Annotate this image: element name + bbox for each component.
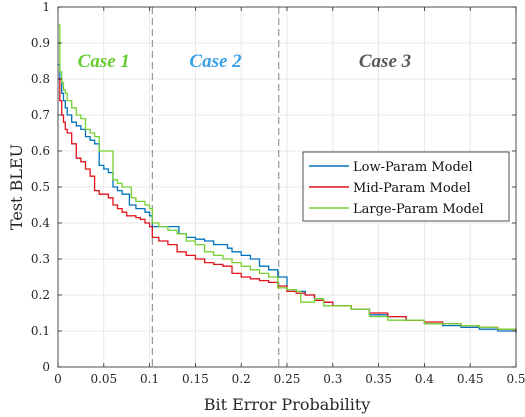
case-label-1: Case 1 xyxy=(78,51,130,72)
y-tick-label-5: 0.5 xyxy=(31,180,50,194)
x-tick-label-5: 0.25 xyxy=(274,372,301,386)
x-axis-label: Bit Error Probability xyxy=(204,395,371,414)
plot-series xyxy=(58,24,517,333)
y-tick-label-7: 0.7 xyxy=(31,108,50,122)
case-label-2: Case 2 xyxy=(189,51,242,72)
x-tick-label-9: 0.45 xyxy=(457,372,484,386)
y-tick-label-0: 0 xyxy=(42,360,50,374)
x-tick-label-10: 0.5 xyxy=(506,372,525,386)
x-tick-label-2: 0.1 xyxy=(140,372,159,386)
legend: Low-Param Model Mid-Param Model Large-Para… xyxy=(302,151,510,222)
case-divider-lines xyxy=(151,7,280,367)
x-tick-label-0: 0 xyxy=(54,372,62,386)
y-tick-label-4: 0.4 xyxy=(31,216,50,230)
y-axis-label: Test BLEU xyxy=(7,144,26,230)
x-tick-label-8: 0.4 xyxy=(415,372,434,386)
y-tick-label-6: 0.6 xyxy=(31,144,50,158)
case-label-3: Case 3 xyxy=(359,51,411,72)
x-tick-label-4: 0.2 xyxy=(232,372,251,386)
series-line-3 xyxy=(58,24,516,330)
axis-ticks: 0 0.05 0.1 0.15 0.2 0.25 0.3 0.35 0.4 0.45 0.5 0 0.1… xyxy=(31,0,525,386)
legend-label-3: Large-Param Model xyxy=(353,202,484,217)
y-tick-label-3: 0.3 xyxy=(31,252,50,266)
y-tick-label-9: 0.9 xyxy=(31,36,50,50)
x-tick-label-6: 0.3 xyxy=(323,372,342,386)
y-tick-label-8: 0.8 xyxy=(31,72,50,86)
x-tick-label-7: 0.35 xyxy=(365,372,392,386)
case-labels: Case 1 Case 2 Case 3 xyxy=(78,51,411,72)
y-tick-label-2: 0.2 xyxy=(31,288,50,302)
y-tick-label-1: 0.1 xyxy=(31,324,50,338)
legend-label-2: Mid-Param Model xyxy=(353,181,471,196)
x-tick-label-3: 0.15 xyxy=(182,372,209,386)
x-tick-label-1: 0.05 xyxy=(90,372,117,386)
legend-label-1: Low-Param Model xyxy=(353,160,473,175)
y-tick-label-10: 1 xyxy=(42,0,50,14)
